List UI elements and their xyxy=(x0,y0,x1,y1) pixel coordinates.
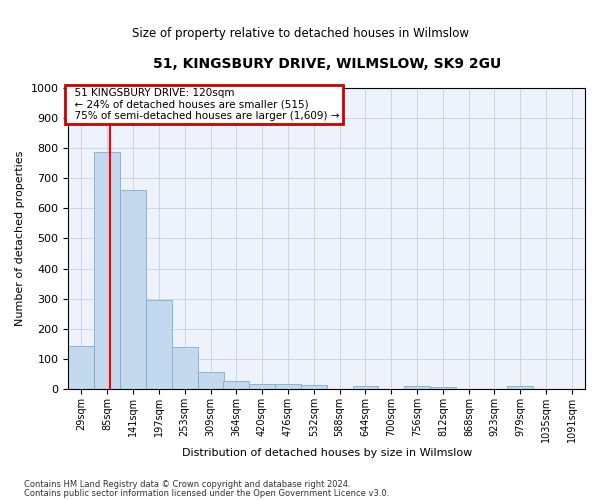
Bar xyxy=(197,372,224,389)
Bar xyxy=(223,380,249,389)
Text: Contains HM Land Registry data © Crown copyright and database right 2024.: Contains HM Land Registry data © Crown c… xyxy=(24,480,350,489)
Bar xyxy=(120,190,146,389)
Bar xyxy=(275,384,301,389)
Bar xyxy=(508,386,533,389)
Bar xyxy=(249,384,275,389)
Title: 51, KINGSBURY DRIVE, WILMSLOW, SK9 2GU: 51, KINGSBURY DRIVE, WILMSLOW, SK9 2GU xyxy=(152,58,501,71)
Bar xyxy=(94,152,120,389)
Bar xyxy=(172,348,197,389)
Bar xyxy=(353,386,379,389)
Bar xyxy=(146,300,172,389)
Text: Size of property relative to detached houses in Wilmslow: Size of property relative to detached ho… xyxy=(131,28,469,40)
Bar xyxy=(430,386,456,389)
Bar xyxy=(404,386,430,389)
Text: 51 KINGSBURY DRIVE: 120sqm
  ← 24% of detached houses are smaller (515)
  75% of: 51 KINGSBURY DRIVE: 120sqm ← 24% of deta… xyxy=(68,88,340,121)
Y-axis label: Number of detached properties: Number of detached properties xyxy=(15,151,25,326)
Text: Contains public sector information licensed under the Open Government Licence v3: Contains public sector information licen… xyxy=(24,489,389,498)
Bar xyxy=(68,346,94,389)
Bar xyxy=(301,386,326,389)
X-axis label: Distribution of detached houses by size in Wilmslow: Distribution of detached houses by size … xyxy=(182,448,472,458)
